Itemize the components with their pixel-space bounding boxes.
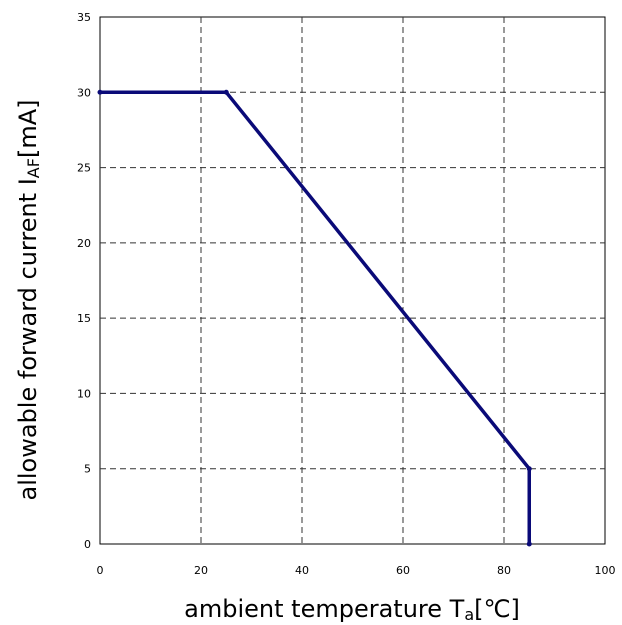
y-axis-title-unit: [mA] xyxy=(14,100,42,159)
x-axis-title-text: ambient temperature T xyxy=(184,595,464,623)
x-tick-label: 0 xyxy=(97,564,104,577)
data-point xyxy=(526,541,532,547)
y-tick-label: 10 xyxy=(77,387,91,400)
plot-area xyxy=(99,16,606,545)
x-tick-label: 80 xyxy=(497,564,511,577)
x-tick-label: 40 xyxy=(295,564,309,577)
y-tick-label: 30 xyxy=(77,86,91,99)
y-tick-label: 0 xyxy=(84,538,91,551)
x-tick-label: 100 xyxy=(595,564,616,577)
y-axis-title-sub: AF xyxy=(24,158,43,178)
y-tick-label: 20 xyxy=(77,237,91,250)
tick-labels: 0 20 40 60 80 100 0 5 10 15 20 25 30 35 xyxy=(77,11,616,577)
series-line xyxy=(100,90,531,544)
y-tick-label: 5 xyxy=(84,463,91,476)
grid xyxy=(100,17,605,544)
data-point xyxy=(223,89,229,95)
x-axis-title-sub: a xyxy=(464,605,474,624)
x-tick-label: 60 xyxy=(396,564,410,577)
y-axis-title: allowable forward current IAF[mA] xyxy=(14,100,43,501)
x-axis-title: ambient temperature Ta[℃] xyxy=(184,595,520,624)
series-group xyxy=(97,89,532,547)
y-axis-title-text: allowable forward current I xyxy=(14,178,42,500)
x-tick-label: 20 xyxy=(194,564,208,577)
y-tick-label: 15 xyxy=(77,312,91,325)
y-tick-label: 25 xyxy=(77,162,91,175)
data-point xyxy=(526,466,532,472)
y-tick-label: 35 xyxy=(77,11,91,24)
x-axis-title-unit: [℃] xyxy=(474,595,520,623)
data-point xyxy=(97,89,103,95)
